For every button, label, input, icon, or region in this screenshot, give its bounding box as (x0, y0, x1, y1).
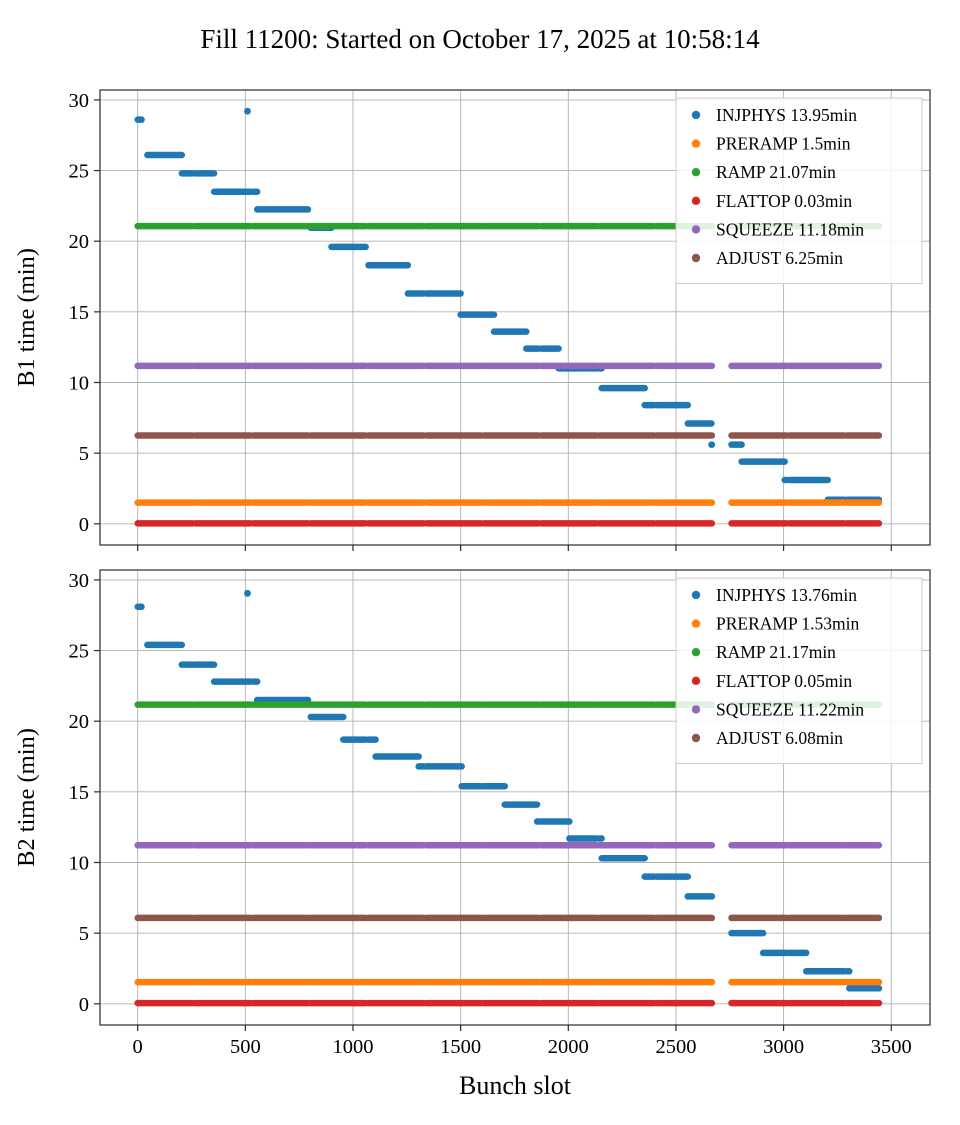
injphys-outlier-point (244, 589, 251, 597)
legend-label: SQUEEZE 11.18min (716, 219, 864, 239)
legend-label: FLATTOP 0.05min (716, 671, 852, 691)
legend-label: SQUEEZE 11.22min (716, 699, 864, 719)
legend-label: PRERAMP 1.53min (716, 614, 860, 634)
fill-timing-chart: 0 5 10 15 20 25 30 B1 time (min) INJPHYS 13.95mi… (13, 89, 931, 1100)
legend-marker (691, 110, 701, 120)
legend-marker (691, 225, 701, 234)
y-tick-label: 10 (69, 373, 90, 395)
y-tick-label: 30 (69, 90, 90, 112)
x-tick-label: 3500 (871, 1036, 912, 1058)
legend-marker (691, 705, 701, 714)
figure-title: Fill 11200: Started on October 17, 2025 … (200, 23, 760, 54)
injphys-outlier-point (244, 107, 251, 115)
legend-label: INJPHYS 13.76min (716, 585, 857, 605)
y-tick-label: 0 (79, 514, 89, 536)
legend-label: ADJUST 6.25min (716, 248, 843, 268)
legend-label: RAMP 21.17min (716, 642, 836, 662)
x-tick-label: 0 (133, 1036, 143, 1058)
y-tick-label: 5 (79, 443, 89, 465)
y-axis-label: B1 time (min) (13, 248, 40, 387)
legend-box (675, 97, 923, 285)
legend-label: INJPHYS 13.95min (716, 105, 857, 125)
plot-frame (99, 569, 931, 1026)
legend-marker (691, 139, 701, 148)
legend-marker (691, 168, 701, 177)
legend-marker (691, 676, 701, 685)
y-tick-label: 15 (69, 302, 90, 324)
x-tick-label: 500 (230, 1036, 261, 1058)
x-tick-label: 3000 (763, 1036, 804, 1058)
legend-marker (691, 648, 701, 657)
x-axis-label: Bunch slot (459, 1071, 572, 1100)
legend-marker (691, 196, 701, 205)
legend-marker (691, 619, 701, 628)
subplot-b2: 0 500 1000 1500 2000 2500 3000 3500 0 5 10 15 20 25 30… (13, 569, 931, 1058)
x-tick-label: 1000 (332, 1036, 373, 1058)
legend-label: FLATTOP 0.03min (716, 191, 852, 211)
y-tick-label: 20 (69, 711, 90, 733)
legend-label: PRERAMP 1.5min (716, 134, 851, 154)
y-tick-label: 30 (69, 570, 90, 592)
y-axis-label: B2 time (min) (13, 728, 40, 867)
y-tick-label: 10 (69, 853, 90, 875)
x-tick-label: 2000 (548, 1036, 589, 1058)
legend-marker (691, 253, 701, 263)
subplot-b1: 0 5 10 15 20 25 30 B1 time (min) INJPHYS 13.95mi… (13, 89, 931, 551)
y-tick-label: 25 (69, 161, 90, 183)
y-tick-label: 15 (69, 782, 90, 804)
x-tick-label: 1500 (440, 1036, 481, 1058)
legend-box (675, 577, 923, 765)
legend-label: RAMP 21.07min (716, 162, 836, 182)
legend-label: ADJUST 6.08min (716, 728, 843, 748)
y-tick-label: 0 (79, 994, 89, 1016)
y-tick-label: 5 (79, 923, 89, 945)
y-tick-label: 25 (69, 641, 90, 663)
plot-frame (99, 89, 931, 546)
x-tick-label: 2500 (655, 1036, 696, 1058)
legend-marker (691, 590, 701, 600)
y-tick-label: 20 (69, 231, 90, 253)
legend-marker (691, 733, 701, 743)
